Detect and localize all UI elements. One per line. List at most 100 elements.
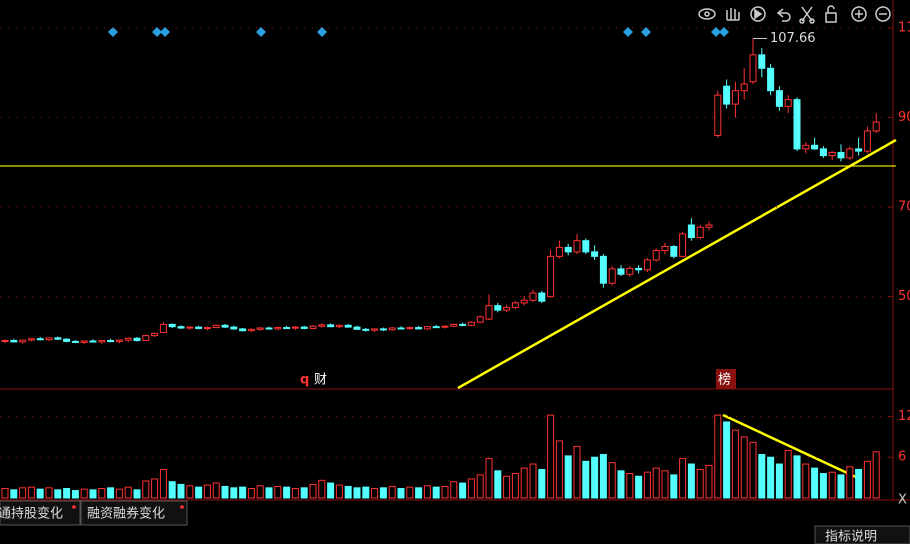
tab[interactable] bbox=[0, 500, 81, 526]
candle-body bbox=[591, 251, 599, 257]
candle-body bbox=[837, 151, 845, 159]
candle-body bbox=[846, 148, 854, 159]
candle-body bbox=[758, 54, 766, 69]
volume-bar bbox=[573, 445, 581, 499]
candle-body bbox=[749, 54, 757, 83]
candle-body bbox=[432, 326, 440, 329]
volume-bar bbox=[635, 475, 643, 499]
candle-body bbox=[159, 323, 167, 333]
volume-bar bbox=[529, 463, 537, 499]
volume-bar bbox=[151, 478, 159, 499]
volume-bar bbox=[115, 488, 123, 499]
annotation: 榜 bbox=[718, 372, 731, 388]
candle-body bbox=[63, 338, 71, 342]
candle-body bbox=[247, 328, 255, 332]
volume-bar bbox=[652, 467, 660, 499]
axis-glyph: X bbox=[898, 493, 907, 508]
candle-body bbox=[19, 339, 27, 343]
volume-bar bbox=[758, 454, 766, 499]
candle-body bbox=[115, 339, 123, 342]
volume-bar bbox=[705, 464, 713, 499]
volume-bar bbox=[98, 487, 106, 499]
footer-button[interactable] bbox=[814, 525, 910, 544]
volume-bar bbox=[467, 478, 475, 499]
volume-bar bbox=[283, 486, 291, 499]
y-tick-label: 90 bbox=[898, 110, 910, 125]
candle-body bbox=[80, 340, 88, 343]
candle-body bbox=[670, 246, 678, 257]
candle-body bbox=[819, 148, 827, 157]
volume-bar bbox=[599, 454, 607, 499]
candle-body bbox=[195, 326, 203, 329]
volume-bar bbox=[441, 485, 449, 499]
volume-bar bbox=[239, 486, 247, 499]
tab[interactable] bbox=[80, 500, 188, 526]
volume-bar bbox=[740, 436, 748, 499]
volume-bar bbox=[71, 490, 79, 499]
candle-body bbox=[767, 67, 775, 92]
volume-bar bbox=[547, 414, 555, 499]
volume-bar bbox=[63, 487, 71, 499]
volume-bar bbox=[837, 474, 845, 499]
candle-body bbox=[459, 323, 467, 326]
volume-bar bbox=[221, 485, 229, 499]
candle-body bbox=[635, 267, 643, 271]
volume-bar bbox=[159, 468, 167, 499]
volume-bar bbox=[555, 440, 563, 499]
candle-body bbox=[450, 323, 458, 327]
volume-bar bbox=[1, 487, 9, 499]
y2-tick-label: 6 bbox=[898, 450, 906, 465]
volume-bar bbox=[212, 482, 220, 499]
candle-body bbox=[423, 326, 431, 330]
candle-body bbox=[397, 327, 405, 330]
candle-body bbox=[283, 327, 291, 330]
candle-body bbox=[371, 328, 379, 331]
candle-body bbox=[256, 327, 264, 330]
candle-body bbox=[503, 306, 511, 311]
candle-body bbox=[36, 338, 44, 341]
volume-bar bbox=[371, 487, 379, 499]
candle-body bbox=[520, 299, 528, 304]
volume-bar bbox=[617, 470, 625, 499]
volume-bar bbox=[714, 414, 722, 499]
volume-bar bbox=[19, 487, 27, 499]
volume-bar bbox=[177, 483, 185, 499]
candle-body bbox=[406, 327, 414, 330]
volume-bar bbox=[142, 480, 150, 499]
volume-bar bbox=[476, 474, 484, 499]
candle-body bbox=[802, 144, 810, 150]
candle-body bbox=[872, 121, 880, 132]
volume-bar bbox=[36, 488, 44, 499]
toolbar[interactable] bbox=[698, 5, 891, 24]
volume-bar bbox=[203, 484, 211, 499]
candle-body bbox=[714, 94, 722, 136]
candle-body bbox=[186, 326, 194, 329]
candle-body bbox=[661, 246, 669, 252]
volume-bar bbox=[591, 456, 599, 499]
candle-body bbox=[239, 328, 247, 332]
footer-label[interactable]: 指标说明 bbox=[825, 530, 877, 544]
volume-bar bbox=[450, 481, 458, 499]
candle-body bbox=[221, 324, 229, 328]
volume-bar bbox=[309, 483, 317, 499]
volume-bar bbox=[819, 473, 827, 499]
annotation: 财 bbox=[314, 373, 327, 388]
candle-body bbox=[335, 324, 343, 328]
candle-body bbox=[740, 83, 748, 92]
tab-label[interactable]: 通持股变化 bbox=[0, 506, 63, 522]
tab-dot bbox=[72, 505, 76, 509]
volume-bar bbox=[749, 441, 757, 499]
candle-body bbox=[599, 255, 607, 284]
volume-bar bbox=[195, 486, 203, 499]
volume-bar bbox=[767, 456, 775, 499]
candle-body bbox=[696, 226, 704, 239]
candle-body bbox=[212, 324, 220, 329]
volume-bar bbox=[626, 473, 634, 499]
volume-bar bbox=[485, 458, 493, 499]
y2-tick-label: 12 bbox=[898, 409, 910, 424]
tab-label[interactable]: 融资融券变化 bbox=[87, 506, 165, 522]
candle-body bbox=[775, 90, 783, 107]
volume-bar bbox=[775, 463, 783, 499]
volume-bar bbox=[811, 467, 819, 499]
